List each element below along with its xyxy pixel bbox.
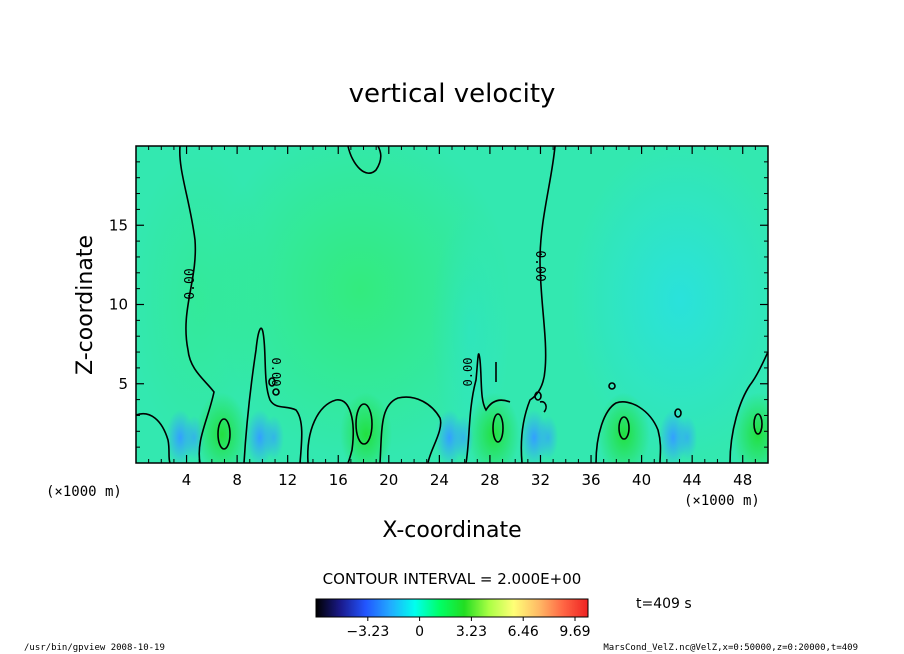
colorbar-bar [315,598,589,618]
downdraft-core-secondary [263,415,284,460]
contour-small-33b [539,400,547,413]
y-tick-label: 15 [109,216,128,234]
contour-zero-cell-36 [595,401,662,464]
x-tick-label: 28 [480,471,499,489]
x-axis: 4 8 12 16 20 24 28 32 36 40 44 48 [148,146,756,489]
contour-label-left: 0.00 [183,268,198,299]
colorbar-tick-label: 6.46 [508,624,539,640]
upper-green-region-left [136,150,270,450]
x-tick-label: 16 [329,471,348,489]
colorbar-tick-label: 0 [415,624,424,640]
colorbar-tick-label: 9.69 [559,624,590,640]
contour-labels: 0.00 0.00 0.00 0.00 [183,250,547,386]
y-tick-label: 10 [109,296,128,314]
upper-cyan-region [570,146,768,460]
downdraft-core-secondary [677,415,698,460]
x-tick-label: 48 [733,471,752,489]
plot-area [136,146,768,463]
x-tick-label: 36 [581,471,600,489]
colorbar-tick-label: −3.23 [346,624,389,640]
contour-label-right: 0.00 [532,250,547,281]
downdraft-core-secondary [538,415,559,460]
contour-core-18 [355,403,373,445]
contour-label-spike-28: 0.00 [461,358,475,387]
contour-small-43 [674,408,682,418]
x-tick-label: 12 [278,471,297,489]
contour-zero-top-center [347,145,382,174]
contour-zero-spike-12 [243,327,303,464]
contour-label-spike-12: 0.00 [269,358,283,387]
contour-interval: CONTOUR INTERVAL = 2.000E+00 [323,570,582,588]
x-axis-unit: (×1000 m) [684,493,760,509]
colorbar: −3.23 0 3.23 6.46 9.69 [315,598,591,640]
contour-small-12a [268,377,276,387]
x-tick-label: 8 [232,471,242,489]
contour-lines [135,145,769,464]
contour-core-38 [618,416,630,440]
contour-zero-cell-22 [379,396,442,464]
contour-zero-left-cell [135,413,171,464]
upper-cyan-region-mid [430,210,510,450]
time-label: t=409 s [636,596,692,612]
x-axis-label: X-coordinate [382,518,521,543]
contour-core-49 [753,413,763,435]
contour-zero-right-edge [729,351,769,464]
x-tick-label: 40 [632,471,651,489]
contour-zero-right [520,145,556,464]
chart-title: vertical velocity [349,79,556,109]
contour-small-12b [272,388,280,396]
contour-core-28 [492,413,504,443]
x-tick-label: 44 [683,471,702,489]
contour-zero-spike-28 [465,353,511,464]
updraft-core [597,392,650,463]
x-tick-label: 32 [531,471,550,489]
contour-small-33 [534,391,542,401]
x-tick-label: 24 [430,471,449,489]
footer-right: MarsCond_VelZ.nc@VelZ,x=0:50000,z=0:2000… [603,643,858,653]
footer-left: /usr/bin/gpview 2008-10-19 [24,643,165,653]
y-axis-label: Z-coordinate [73,235,98,375]
contour-core-6 [217,418,231,450]
x-tick-label: 20 [379,471,398,489]
y-tick-label: 5 [118,375,128,393]
contour-zero-left [178,145,215,464]
updraft-core [731,392,768,463]
contour-zero-cell-16 [307,399,355,464]
contour-small-37 [608,382,616,390]
y-axis: 5 10 15 [109,161,768,448]
colorbar-ticks: −3.23 0 3.23 6.46 9.69 [346,617,591,640]
y-axis-unit: (×1000 m) [46,484,122,500]
colorbar-tick-label: 3.23 [456,624,487,640]
x-tick-label: 4 [182,471,192,489]
